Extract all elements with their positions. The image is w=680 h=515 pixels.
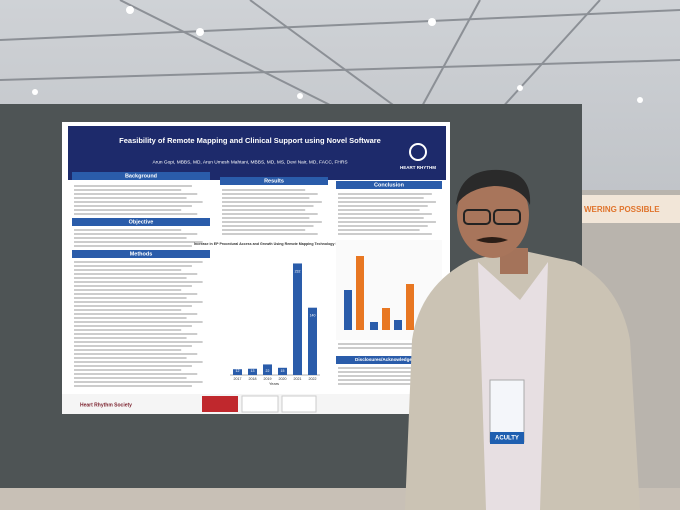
logo: HEART RHYTHM <box>400 165 436 170</box>
person: ACULTY <box>405 169 640 510</box>
sponsor-logo <box>241 395 279 413</box>
section-bars <box>72 172 442 364</box>
section-heading: Background <box>125 173 157 179</box>
x-axis-label: Years <box>269 381 279 386</box>
bar <box>278 367 287 375</box>
bar-label: 140 <box>310 314 316 318</box>
bar-label: 22 <box>266 369 270 373</box>
section-heading: Conclusion <box>374 182 405 188</box>
x-tick-label: 2020 <box>279 377 287 381</box>
badge-text: ACULTY <box>495 436 519 442</box>
section-heading: Results <box>264 178 284 184</box>
poster-title: Feasibility of Remote Mapping and Clinic… <box>119 136 381 145</box>
bar <box>308 307 317 375</box>
sponsor-logo <box>281 395 317 413</box>
x-tick-label: 2022 <box>309 377 317 381</box>
banner <box>580 195 680 223</box>
bar-label: 13 <box>251 369 255 373</box>
bar <box>293 263 302 375</box>
body-text <box>74 185 436 387</box>
bar-label: 15 <box>281 369 285 373</box>
x-tick-label: 2019 <box>264 377 272 381</box>
section-heading: Methods <box>130 251 153 257</box>
second-chart-bars <box>344 256 414 330</box>
logo-mark <box>409 143 427 161</box>
bar-label: 232 <box>295 269 301 273</box>
section-heading: Objective <box>129 219 154 225</box>
bar <box>248 368 257 375</box>
x-tick-label: 2018 <box>249 377 257 381</box>
footer-logo: Heart Rhythm Society <box>80 402 132 408</box>
chart: 12 2017 13 2018 22 2019 15 2020 232 2021 140 2022 <box>233 263 317 381</box>
chart-title: Increase in EP Procedural Access and Gro… <box>194 242 354 246</box>
sponsor-logo <box>202 396 238 412</box>
x-tick-label: 2021 <box>294 377 302 381</box>
x-tick-label: 2017 <box>234 377 242 381</box>
poster-header <box>68 126 446 180</box>
section-heading: Disclosures/Acknowledgement <box>355 357 423 362</box>
banner-text: WERING POSSIBLE <box>584 205 660 214</box>
trusses <box>0 0 680 111</box>
bar <box>263 364 272 375</box>
poster-authors: Arun Gopi, MBBS, MD, Arun Umesh Mahtani,… <box>152 159 347 165</box>
lights <box>32 6 643 103</box>
bar <box>233 369 242 375</box>
bar-label: 12 <box>236 369 240 373</box>
